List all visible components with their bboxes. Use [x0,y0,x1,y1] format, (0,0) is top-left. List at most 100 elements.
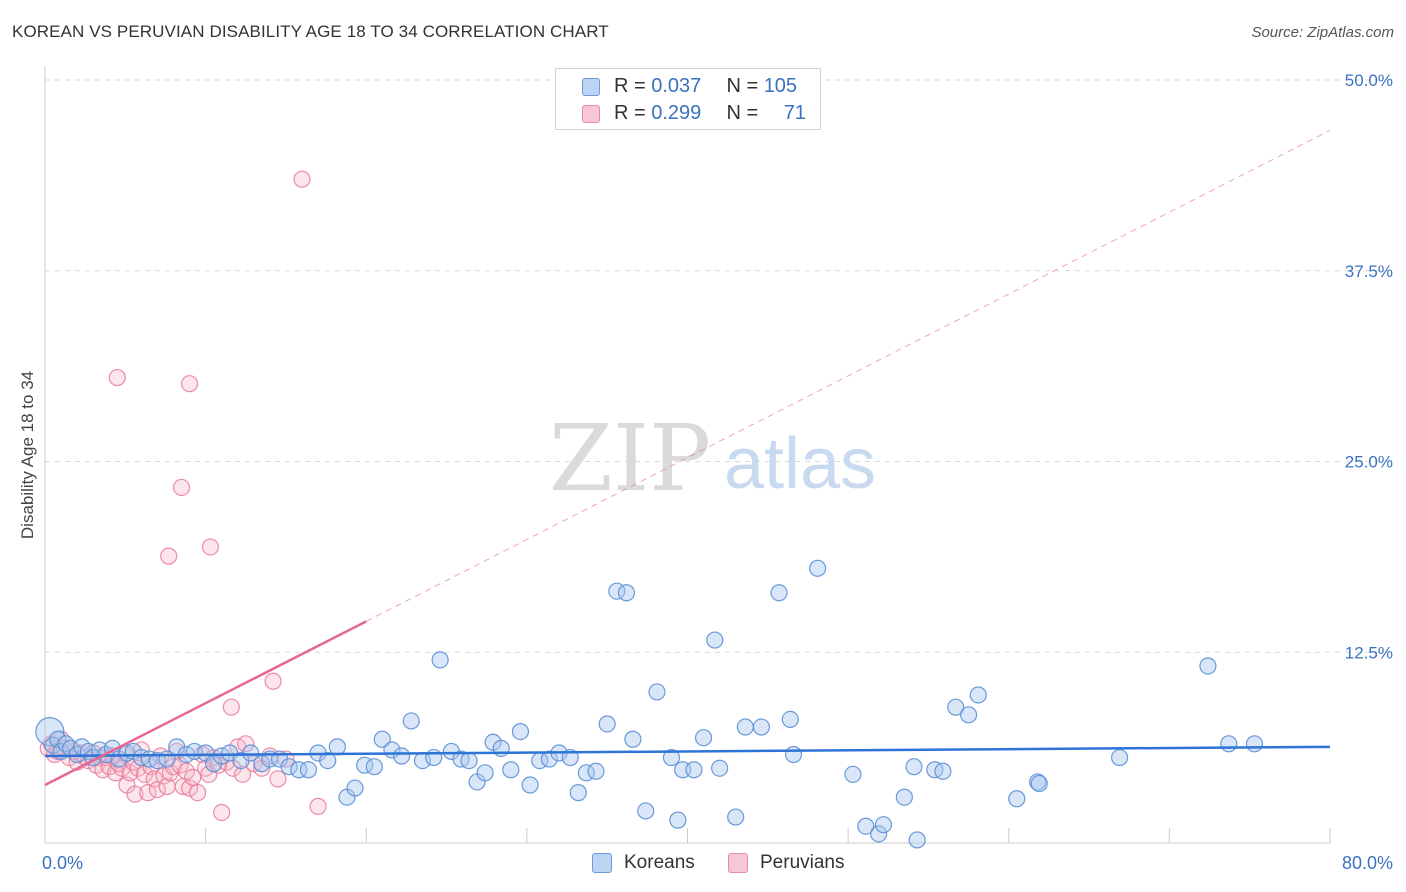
korean-point [637,802,655,820]
korean-point [319,751,337,770]
koreans-n-label: N = [726,75,764,97]
watermark: ZIP atlas [549,405,876,512]
korean-point [290,761,308,779]
peruvians-legend-swatch [728,853,748,873]
peruvian-point [233,765,252,783]
peruvian-point [201,538,220,556]
x-axis-ticks [205,828,1331,843]
korean-point [908,831,926,849]
korean-point [870,825,888,843]
x-tick-label-max: 80.0% [1342,853,1393,873]
korean-point [476,764,494,782]
y-tick-label: 25.0% [1345,453,1393,472]
korean-point [784,745,803,764]
korean-point [809,559,827,577]
korean-point [402,712,420,730]
peruvians-r-label: R = [614,102,652,124]
koreans-r-label: R = [614,75,652,97]
peruvian-point [237,735,255,753]
korean-point [587,762,605,780]
korean-point [431,651,449,669]
korean-point [1008,790,1026,808]
korean-point [694,729,713,747]
korean-point [706,631,724,649]
peruvian-point [293,170,311,188]
korean-point [328,738,346,756]
koreans-swatch [582,78,600,96]
korean-point [727,808,745,826]
korean-point [947,698,965,716]
peruvian-point [121,764,139,782]
peruvian-point [180,779,199,797]
korean-point [711,759,729,777]
x-tick-labels: 0.0% 80.0% [42,853,1393,873]
koreans-n-value: 105 [763,75,798,97]
gridlines [44,66,1395,844]
korean-point [1220,735,1238,753]
peruvian-point [264,672,282,690]
korean-point [502,761,520,779]
peruvians-points [39,170,327,822]
korean-point [460,751,478,770]
peruvian-point [177,762,195,780]
korean-point [736,718,754,736]
korean-point [895,788,913,806]
x-tick-label-min: 0.0% [42,853,83,873]
korean-point [905,758,923,776]
peruvian-point [108,368,126,387]
watermark-atlas: atlas [724,424,876,504]
koreans-legend-label: Koreans [624,852,695,873]
peruvian-point [222,698,240,716]
chart-title: KOREAN VS PERUVIAN DISABILITY AGE 18 TO … [12,22,609,41]
korean-point [1110,748,1129,767]
peruvians-r-value: 0.299 [651,102,702,124]
peruvian-point [180,375,199,393]
korean-point [752,718,770,736]
peruvian-point [145,770,163,788]
korean-point [540,750,558,768]
korean-point [511,723,530,741]
peruvians-n-label: N = [726,102,764,124]
peruvian-point [139,784,157,802]
peruvian-point [129,759,147,777]
korean-point [1199,657,1217,675]
korean-point [425,748,443,767]
korean-point [242,744,260,762]
korean-point [648,683,666,701]
correlation-legend: R = 0.037 N = 105 R = 0.299 N = 71 [555,68,821,130]
korean-point [598,715,616,733]
korean-point [521,776,539,794]
peruvian-point [269,770,287,788]
korean-point [624,730,642,748]
peruvian-point [126,785,144,803]
korean-point [299,761,318,779]
peruvians-trend-line-dashed [366,129,1331,622]
korean-point [874,816,893,834]
korean-point [569,784,587,802]
source-label: Source: ZipAtlas.com [1251,24,1394,41]
korean-point [617,584,636,602]
peruvian-point [309,797,327,815]
y-tick-label: 50.0% [1345,71,1393,90]
korean-point [781,710,799,728]
peruvian-point [188,784,207,802]
peruvians-n-value: 71 [783,102,806,124]
watermark-zip: ZIP [549,405,711,512]
peruvians-trend-line-solid [44,620,367,787]
korean-point [934,762,952,780]
korean-point [1030,774,1048,793]
peruvian-point [184,768,202,786]
korean-point [1245,735,1264,753]
korean-point [57,735,75,753]
korean-point [669,811,687,829]
korean-point [969,686,987,704]
korean-point [392,747,411,765]
koreans-points [35,559,1264,849]
series-legend: Koreans Peruvians [0,852,1406,876]
koreans-trend-line [44,745,1331,758]
korean-point [685,761,703,779]
peruvian-point [172,478,191,497]
peruvian-point [148,780,167,799]
korean-point [365,758,383,776]
